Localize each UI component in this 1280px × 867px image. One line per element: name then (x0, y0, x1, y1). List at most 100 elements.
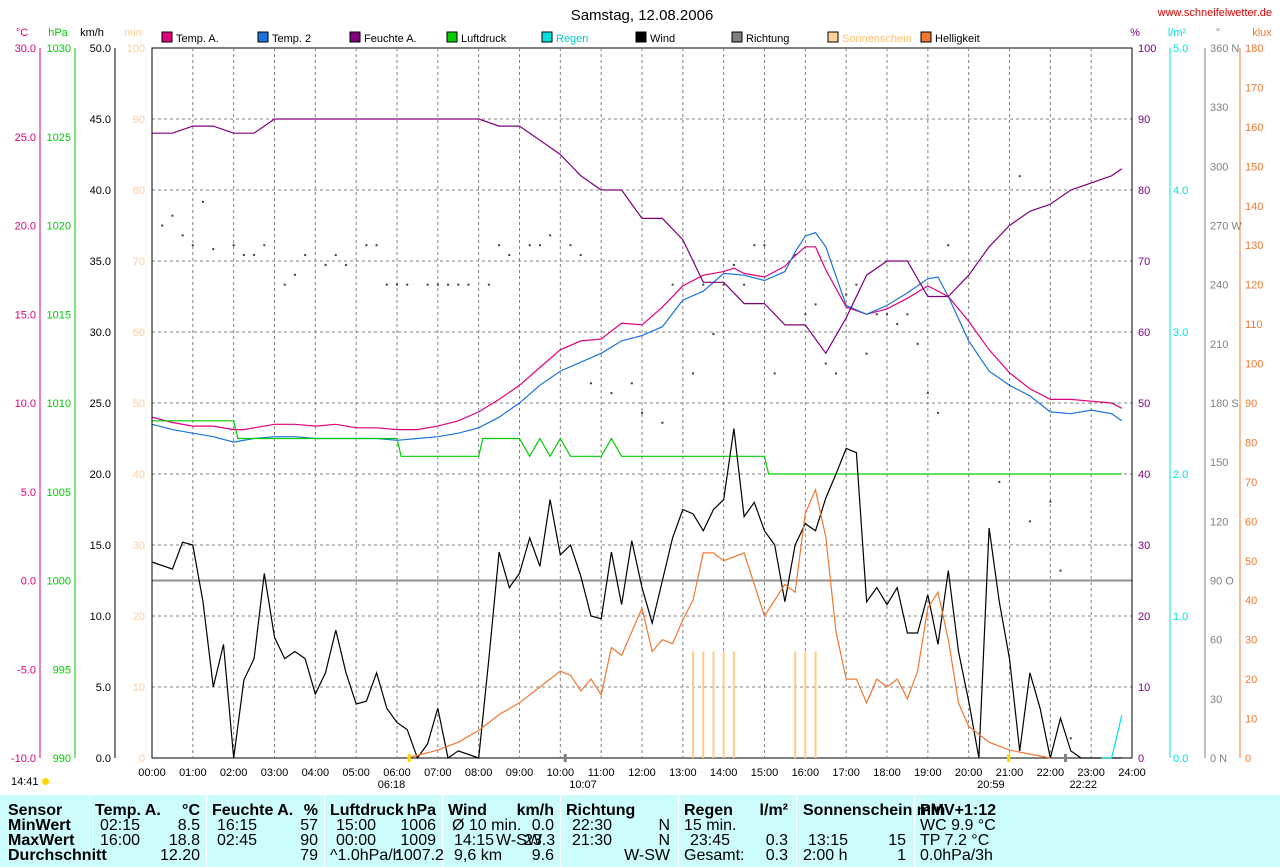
direction-point (875, 313, 878, 316)
wind-avg10-label: Ø 10 min. (452, 817, 522, 834)
x-tick: 19:00 (914, 767, 942, 779)
direction-point (610, 392, 613, 395)
klux-tick: 0 (1245, 753, 1251, 765)
moon-icon (41, 778, 49, 785)
klux-tick: 130 (1245, 240, 1263, 252)
klux-tick: 150 (1245, 161, 1263, 173)
direction-point (824, 362, 827, 365)
temp-tick: 25.0 (15, 132, 36, 144)
direction-point (436, 283, 439, 286)
row-min-label: MinWert (8, 817, 71, 834)
direction-point (334, 254, 337, 257)
direction-point (304, 254, 307, 257)
direction-point (202, 200, 205, 203)
direction-point (661, 421, 664, 424)
legend-label: Feuchte A. (364, 33, 417, 45)
humidity-tick: 70 (1138, 256, 1150, 268)
chart-title: Samstag, 12.08.2006 (571, 7, 714, 24)
direction-point (743, 283, 746, 286)
pressure-min-value: 1006 (400, 817, 436, 834)
direction-point (753, 244, 756, 247)
pmv-header: PMV+1:12 (920, 802, 997, 819)
axis-unit: km/h (80, 27, 104, 39)
wind-max-value: 23.3 (524, 832, 556, 849)
axis-unit: klux (1252, 27, 1272, 39)
humidity-tick: 0 (1138, 753, 1144, 765)
sunshine-tick: 50 (133, 398, 145, 410)
x-tick: 16:00 (792, 767, 820, 779)
rain-unit: l/m² (759, 802, 788, 819)
direction-point (396, 283, 398, 286)
sunshine-header: Sonnenschein min (803, 802, 946, 819)
statistics-panel: Sensor MinWert MaxWert Durchschnitt Temp… (0, 795, 1280, 867)
klux-tick: 20 (1245, 674, 1257, 686)
direction-point (773, 372, 776, 375)
humidity-tick: 10 (1138, 682, 1150, 694)
axes: 30.025.020.015.010.05.00.0-5.0-10.010301… (11, 27, 1272, 779)
sunshine-tick: 60 (133, 327, 145, 339)
x-tick: 07:00 (424, 767, 452, 779)
humidity-tick: 20 (1138, 611, 1150, 623)
rain-tick: 5.0 (1173, 43, 1188, 55)
temp-tick: 20.0 (15, 221, 36, 233)
direction-point (242, 254, 245, 257)
direction-point (937, 411, 940, 414)
direction-point (406, 283, 409, 286)
legend-swatch (161, 31, 173, 43)
direction-point (671, 283, 674, 286)
x-tick: 18:00 (873, 767, 901, 779)
pressure-max-value: 1009 (400, 832, 436, 849)
x-tick: 20:00 (955, 767, 983, 779)
legend-swatch (920, 31, 932, 43)
pressure-tick: 1015 (47, 309, 71, 321)
direction-header: Richtung (566, 802, 636, 819)
direction-point (508, 254, 511, 257)
windchill-value: WC 9.9 °C (920, 817, 996, 834)
pressure-tick: 1030 (47, 43, 71, 55)
klux-tick: 10 (1245, 714, 1257, 726)
klux-tick: 70 (1245, 477, 1257, 489)
legend-swatch (446, 31, 458, 43)
x-tick: 12:00 (628, 767, 656, 779)
rain-total-value: 0.3 (765, 847, 788, 864)
direction-point (998, 480, 1001, 483)
direction-point (641, 411, 643, 414)
direction-point (212, 248, 215, 251)
direction-tick: 120 (1210, 516, 1228, 528)
x-tick: 24:00 (1118, 767, 1146, 779)
humidity-tick: 40 (1138, 469, 1150, 481)
wind-distance: 9,6 km (454, 847, 503, 864)
moonrise-label: 14:41 (11, 776, 39, 788)
direction-point (926, 392, 929, 395)
direction-point (447, 283, 450, 286)
x-tick: 05:00 (342, 767, 370, 779)
direction-tick: 90 O (1210, 576, 1234, 588)
humidity-tick: 30 (1138, 540, 1150, 552)
direction-tick: 180 S (1210, 398, 1239, 410)
legend-swatch (731, 31, 743, 43)
direction-point (528, 244, 531, 247)
direction-min-time: 22:30 (572, 817, 613, 834)
direction-tick: 330 (1210, 102, 1228, 114)
direction-point (498, 244, 501, 247)
pressure-trend: ^1.0hPa/h (330, 847, 402, 864)
legend-swatch (257, 31, 269, 43)
temp-max-time: 16:00 (100, 832, 141, 849)
x-tick: 22:00 (1037, 767, 1065, 779)
x-tick: 09:00 (506, 767, 534, 779)
sensor-header: Sensor (8, 802, 63, 819)
pressure-tendency-value: 0.0hPa/3h (920, 847, 993, 864)
site-link[interactable]: www.schneifelwetter.de (1157, 7, 1272, 19)
direction-point (804, 313, 807, 316)
rain-max-time: 23:45 (690, 832, 731, 849)
pressure-tick: 1005 (47, 487, 71, 499)
x-tick: 03:00 (261, 767, 289, 779)
legend-label: Wind (650, 33, 675, 45)
wind-tick: 15.0 (90, 540, 111, 552)
direction-point (947, 244, 950, 247)
direction-point (426, 283, 429, 286)
x-tick: 14:00 (710, 767, 738, 779)
direction-point (834, 372, 837, 375)
pressure-min-time: 15:00 (336, 817, 377, 834)
temp-max-value: 18.8 (168, 832, 200, 849)
